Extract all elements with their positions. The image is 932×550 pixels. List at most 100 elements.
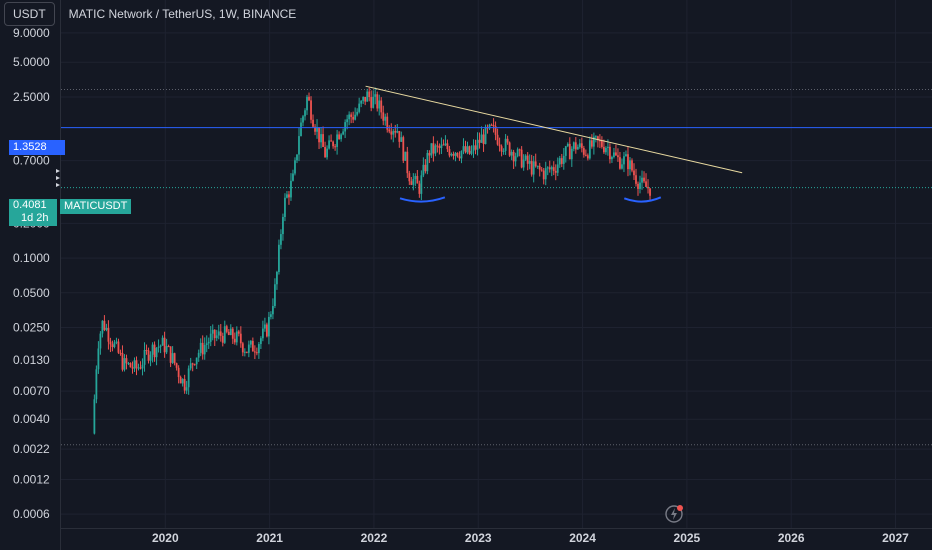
last-price-value: 0.4081: [13, 199, 47, 211]
candle-body: [145, 350, 148, 352]
y-tick-label: 5.0000: [13, 55, 50, 69]
candle-body: [452, 153, 455, 156]
lightning-icon[interactable]: [664, 504, 684, 524]
candle-body: [442, 144, 445, 146]
candle-body: [280, 234, 282, 245]
candle-body: [153, 344, 156, 358]
candle-body: [300, 122, 302, 137]
candle-body: [508, 142, 511, 156]
candle-body: [428, 152, 431, 156]
candle-body: [284, 197, 286, 217]
candle-body: [643, 177, 645, 182]
candle-body: [394, 131, 397, 133]
candle-body: [498, 144, 501, 147]
candle-body: [580, 143, 583, 149]
time-axis[interactable]: 2020 2021 2022 2023 2024 2025 2026 2027: [152, 531, 909, 545]
candle-body: [197, 352, 200, 358]
candle-body: [530, 161, 533, 175]
candle-body: [598, 140, 601, 142]
candle-body: [436, 145, 439, 147]
candle-body: [217, 331, 220, 336]
candle-body: [113, 342, 116, 348]
candle-body: [169, 346, 172, 363]
price-axis[interactable]: 9.00005.00002.50000.70000.20000.10000.05…: [13, 26, 50, 521]
candle-body: [270, 314, 272, 317]
candle-body: [187, 368, 190, 388]
candle-body: [179, 377, 182, 384]
candle-body: [528, 161, 531, 164]
candle-body: [213, 329, 216, 339]
candle-body: [133, 360, 136, 369]
candle-body: [468, 146, 471, 154]
candle-body: [582, 148, 585, 155]
candle-body: [141, 364, 144, 369]
candle-body: [167, 346, 170, 348]
candle-body: [338, 134, 341, 140]
candle-body: [173, 353, 176, 364]
candle-body: [398, 131, 401, 142]
candle-body: [211, 329, 214, 334]
candle-body: [233, 338, 236, 343]
candle-body: [633, 170, 635, 176]
candle-body: [404, 151, 407, 161]
chart-header: USDT MATIC Network / TetherUS, 1W, BINAN…: [0, 0, 932, 28]
candle-body: [548, 167, 551, 170]
candle-body: [586, 155, 589, 159]
candle-body: [639, 182, 641, 189]
candle-body: [406, 151, 409, 174]
candle-body: [255, 352, 258, 354]
grid: [61, 0, 932, 528]
candle-body: [607, 146, 609, 148]
candle-body: [340, 134, 343, 140]
candle-body: [219, 331, 222, 336]
candle-body: [570, 148, 573, 160]
candle-body: [472, 145, 475, 151]
y-tick-label: 0.0012: [13, 472, 50, 486]
candle-body: [318, 127, 320, 143]
y-tick-label: 0.0070: [13, 384, 50, 398]
candle-body: [470, 150, 473, 154]
candle-body: [93, 399, 96, 434]
candle-body: [296, 154, 298, 161]
candle-body: [546, 167, 549, 169]
candle-body: [372, 96, 375, 108]
candle-body: [352, 116, 355, 120]
candle-body: [203, 344, 206, 355]
candle-body: [514, 156, 517, 162]
candle-body: [418, 183, 421, 194]
candle-body: [558, 158, 561, 165]
candle-body: [432, 143, 435, 154]
candle-body: [272, 306, 274, 315]
curve-mark: [623, 196, 662, 203]
candle-body: [492, 124, 495, 127]
candle-body: [364, 96, 367, 102]
candle-body: [390, 131, 393, 135]
currency-button[interactable]: USDT: [4, 2, 55, 26]
candle-body: [223, 326, 226, 343]
last-price-tag: 0.4081 1d 2h: [9, 199, 57, 226]
candle-body: [259, 338, 262, 345]
candle-body: [215, 335, 218, 339]
candle-body: [356, 111, 359, 115]
y-tick-label: 0.0130: [13, 353, 50, 367]
candle-body: [370, 97, 373, 108]
candle-body: [368, 91, 371, 98]
axis-scale-handle[interactable]: [56, 167, 61, 193]
candle-body: [115, 341, 118, 343]
candle-body: [304, 110, 306, 117]
candles: [93, 87, 651, 435]
candle-body: [263, 324, 266, 329]
candle-body: [157, 346, 160, 348]
candle-body: [225, 326, 228, 332]
candle-body: [237, 331, 240, 334]
horizontal-line-price-tag[interactable]: 1.3528: [9, 140, 65, 155]
candle-body: [603, 146, 605, 153]
candle-body: [97, 348, 100, 370]
candle-body: [298, 136, 300, 155]
candle-body: [424, 164, 427, 172]
candle-body: [386, 116, 389, 130]
candle-body: [645, 181, 647, 187]
candle-body: [520, 149, 523, 168]
candle-body: [510, 151, 513, 156]
